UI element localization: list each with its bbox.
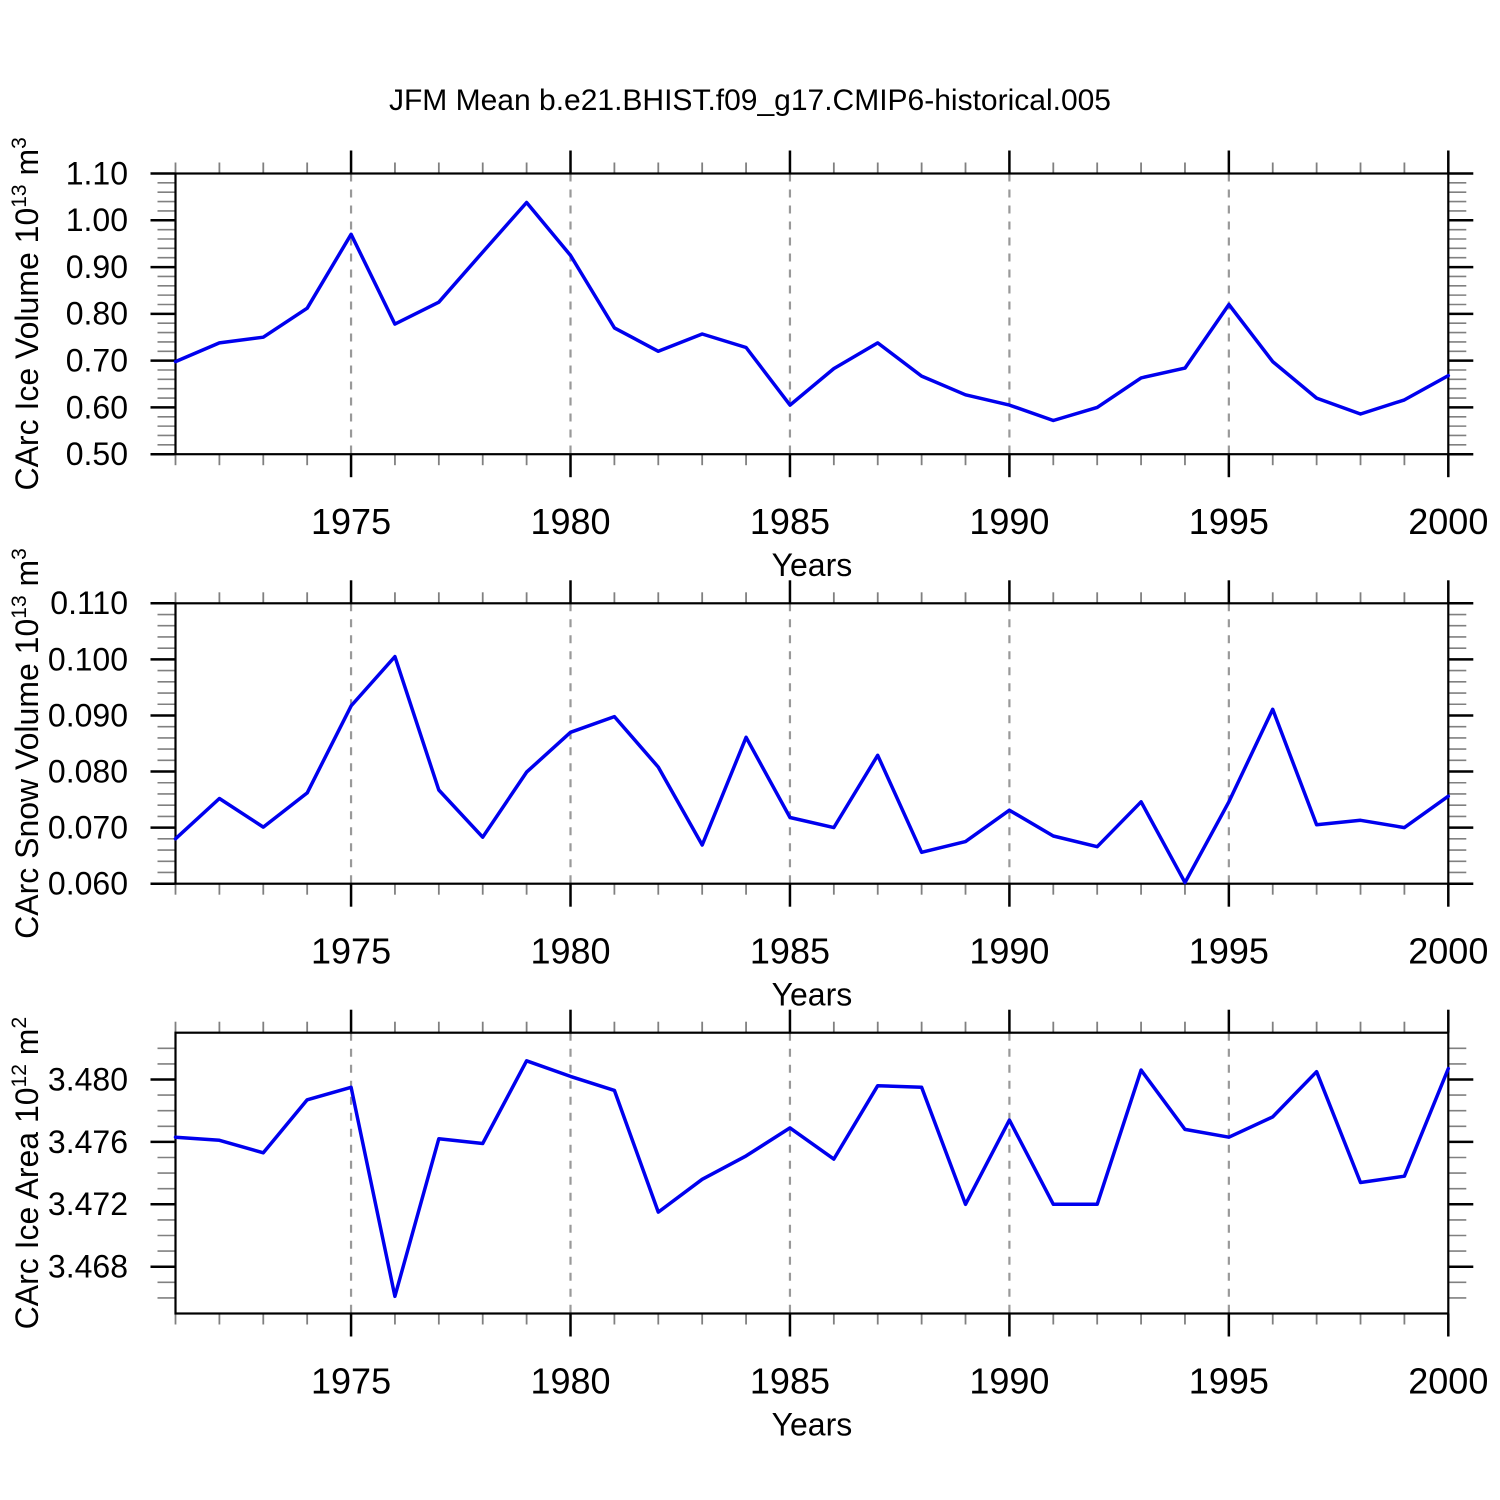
y-tick-label: 0.080 (48, 753, 128, 789)
x-tick-label: 1975 (311, 1361, 391, 1402)
y-tick-label: 0.50 (66, 436, 128, 472)
x-tick-label: 1990 (969, 501, 1049, 542)
y-tick-label: 0.70 (66, 343, 128, 379)
ice-volume-line (173, 200, 1451, 423)
y-tick-label: 3.472 (48, 1186, 128, 1222)
y-tick-label: 0.90 (66, 249, 128, 285)
x-tick-label: 1990 (969, 931, 1049, 972)
y-major-ticks (150, 1078, 1474, 1268)
x-tick-label: 1975 (311, 501, 391, 542)
x-tick-label: 2000 (1408, 1361, 1488, 1402)
figure-title: JFM Mean b.e21.BHIST.f09_g17.CMIP6-histo… (388, 84, 1111, 117)
x-minor-ticks (174, 1021, 1406, 1325)
y-tick-label: 0.110 (50, 585, 128, 621)
x-tick-label: 1985 (750, 1361, 830, 1402)
x-tick-label: 1980 (530, 1361, 610, 1402)
x-major-ticks (349, 1009, 1450, 1337)
y-tick-label: 0.100 (48, 641, 128, 677)
ice-area-line (173, 1059, 1451, 1299)
x-tick-label: 1995 (1189, 1361, 1269, 1402)
ice-area-panel: 3.480 3.476 3.472 3.468 1975 1980 1985 1990 1995… (8, 1009, 1488, 1443)
x-major-ticks (349, 580, 1450, 907)
y-major-ticks (150, 172, 1474, 456)
y-tick-label: 1.10 (66, 155, 128, 191)
y-tick-label: 0.070 (48, 810, 128, 846)
y-axis-title: CArc Ice Area 1012 m2 (8, 1017, 45, 1329)
x-tick-label: 1995 (1189, 501, 1269, 542)
plot-frame (174, 1031, 1450, 1315)
snow-volume-line (173, 654, 1451, 885)
x-axis-title: Years (772, 1407, 853, 1443)
y-axis-title: CArc Snow Volume 1013 m3 (8, 548, 45, 939)
x-tick-label: 1980 (530, 931, 610, 972)
x-tick-label: 1995 (1189, 931, 1269, 972)
x-tick-label: 2000 (1408, 931, 1488, 972)
y-axis-title: CArc Ice Volume 1013 m3 (8, 137, 45, 490)
x-major-ticks (349, 150, 1450, 478)
y-tick-label: 0.060 (48, 866, 128, 902)
x-tick-label: 2000 (1408, 501, 1488, 542)
y-minor-ticks (157, 613, 1467, 874)
x-axis-title: Years (772, 547, 853, 583)
x-axis-title: Years (772, 977, 853, 1013)
x-tick-label: 1985 (750, 931, 830, 972)
x-tick-label: 1975 (311, 931, 391, 972)
y-tick-label: 3.468 (48, 1249, 128, 1285)
snow-volume-panel: 0.110 0.100 0.090 0.080 0.070 0.060 1975 1980 19… (8, 548, 1488, 1013)
y-minor-ticks (157, 182, 1467, 446)
x-tick-label: 1980 (530, 501, 610, 542)
y-minor-ticks (157, 1047, 1467, 1299)
x-minor-ticks (174, 162, 1406, 466)
y-tick-label: 0.80 (66, 296, 128, 332)
y-tick-label: 0.60 (66, 389, 128, 425)
x-tick-label: 1985 (750, 501, 830, 542)
y-major-ticks (150, 602, 1474, 885)
y-tick-label: 3.476 (48, 1124, 128, 1160)
y-tick-label: 3.480 (48, 1061, 128, 1097)
y-tick-label: 1.00 (66, 202, 128, 238)
plot-frame (174, 602, 1450, 885)
x-tick-label: 1990 (969, 1361, 1049, 1402)
y-tick-label: 0.090 (48, 697, 128, 733)
ice-volume-panel: 1.10 1.00 0.90 0.80 0.70 0.60 0.50 1975 1980 1985… (8, 137, 1488, 583)
plot-frame (174, 172, 1450, 456)
x-minor-ticks (174, 592, 1406, 895)
